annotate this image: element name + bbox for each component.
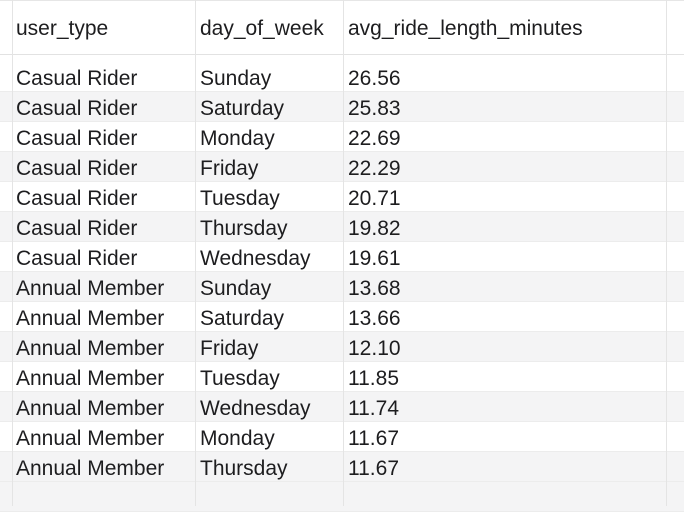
- cell-day-of-week[interactable]: Sunday: [200, 277, 272, 300]
- table-row[interactable]: Annual Member Wednesday 11.74: [0, 392, 684, 422]
- table-row[interactable]: Annual Member Tuesday 11.85: [0, 362, 684, 392]
- table-row[interactable]: Annual Member Monday 11.67: [0, 422, 684, 452]
- cell-user-type[interactable]: Casual Rider: [16, 247, 138, 270]
- cell-user-type[interactable]: Casual Rider: [16, 127, 138, 150]
- cell-day-of-week[interactable]: Monday: [200, 127, 275, 150]
- cell-avg-ride-length[interactable]: 20.71: [348, 187, 401, 210]
- cell-day-of-week[interactable]: Thursday: [200, 457, 288, 480]
- column-header-day-of-week[interactable]: day_of_week: [200, 17, 324, 40]
- cell-user-type[interactable]: Annual Member: [16, 307, 165, 330]
- cell-avg-ride-length[interactable]: 12.10: [348, 337, 401, 360]
- table-row[interactable]: Casual Rider Sunday 26.56: [0, 62, 684, 92]
- top-border: [0, 0, 684, 1]
- cell-user-type[interactable]: Casual Rider: [16, 97, 138, 120]
- table-row[interactable]: Casual Rider Tuesday 20.71: [0, 182, 684, 212]
- cell-avg-ride-length[interactable]: 11.74: [348, 397, 399, 420]
- cell-day-of-week[interactable]: Sunday: [200, 67, 272, 90]
- table-body: Casual Rider Sunday 26.56 Casual Rider Satur…: [0, 62, 684, 512]
- cell-day-of-week[interactable]: Friday: [200, 157, 259, 180]
- empty-row: [0, 482, 684, 512]
- cell-avg-ride-length[interactable]: 11.67: [348, 457, 399, 480]
- column-divider[interactable]: [195, 0, 196, 506]
- table-row[interactable]: Casual Rider Friday 22.29: [0, 152, 684, 182]
- table-row[interactable]: Casual Rider Saturday 25.83: [0, 92, 684, 122]
- column-divider[interactable]: [343, 0, 344, 506]
- table-row[interactable]: Annual Member Thursday 11.67: [0, 452, 684, 482]
- cell-user-type[interactable]: Annual Member: [16, 337, 165, 360]
- table-row[interactable]: Annual Member Sunday 13.68: [0, 272, 684, 302]
- cell-day-of-week[interactable]: Tuesday: [200, 367, 280, 390]
- cell-day-of-week[interactable]: Tuesday: [200, 187, 280, 210]
- cell-user-type[interactable]: Casual Rider: [16, 187, 138, 210]
- cell-user-type[interactable]: Annual Member: [16, 457, 165, 480]
- cell-avg-ride-length[interactable]: 19.82: [348, 217, 401, 240]
- cell-user-type[interactable]: Annual Member: [16, 427, 165, 450]
- cell-user-type[interactable]: Casual Rider: [16, 157, 138, 180]
- cell-avg-ride-length[interactable]: 22.29: [348, 157, 401, 180]
- cell-day-of-week[interactable]: Saturday: [200, 97, 285, 120]
- column-header-user-type[interactable]: user_type: [16, 17, 109, 40]
- cell-avg-ride-length[interactable]: 11.85: [348, 367, 399, 390]
- cell-day-of-week[interactable]: Friday: [200, 337, 259, 360]
- table-row[interactable]: Annual Member Friday 12.10: [0, 332, 684, 362]
- cell-user-type[interactable]: Annual Member: [16, 367, 165, 390]
- cell-user-type[interactable]: Annual Member: [16, 277, 165, 300]
- table-row[interactable]: Casual Rider Thursday 19.82: [0, 212, 684, 242]
- cell-avg-ride-length[interactable]: 26.56: [348, 67, 401, 90]
- cell-avg-ride-length[interactable]: 22.69: [348, 127, 401, 150]
- cell-user-type[interactable]: Casual Rider: [16, 217, 138, 240]
- cell-day-of-week[interactable]: Wednesday: [200, 247, 311, 270]
- table-row[interactable]: Annual Member Saturday 13.66: [0, 302, 684, 332]
- cell-avg-ride-length[interactable]: 13.66: [348, 307, 401, 330]
- cell-day-of-week[interactable]: Saturday: [200, 307, 285, 330]
- header-gap: [0, 55, 684, 62]
- cell-avg-ride-length[interactable]: 25.83: [348, 97, 401, 120]
- cell-avg-ride-length[interactable]: 13.68: [348, 277, 401, 300]
- cell-day-of-week[interactable]: Wednesday: [200, 397, 311, 420]
- cell-day-of-week[interactable]: Monday: [200, 427, 275, 450]
- column-divider[interactable]: [666, 0, 667, 506]
- column-divider: [12, 0, 13, 506]
- table-header: user_type day_of_week avg_ride_length_mi…: [0, 1, 684, 55]
- cell-day-of-week[interactable]: Thursday: [200, 217, 288, 240]
- column-header-avg-ride-length-minutes[interactable]: avg_ride_length_minutes: [348, 17, 583, 40]
- cell-user-type[interactable]: Casual Rider: [16, 67, 138, 90]
- table-row[interactable]: Casual Rider Monday 22.69: [0, 122, 684, 152]
- cell-user-type[interactable]: Annual Member: [16, 397, 165, 420]
- cell-avg-ride-length[interactable]: 19.61: [348, 247, 401, 270]
- table-row[interactable]: Casual Rider Wednesday 19.61: [0, 242, 684, 272]
- cell-avg-ride-length[interactable]: 11.67: [348, 427, 399, 450]
